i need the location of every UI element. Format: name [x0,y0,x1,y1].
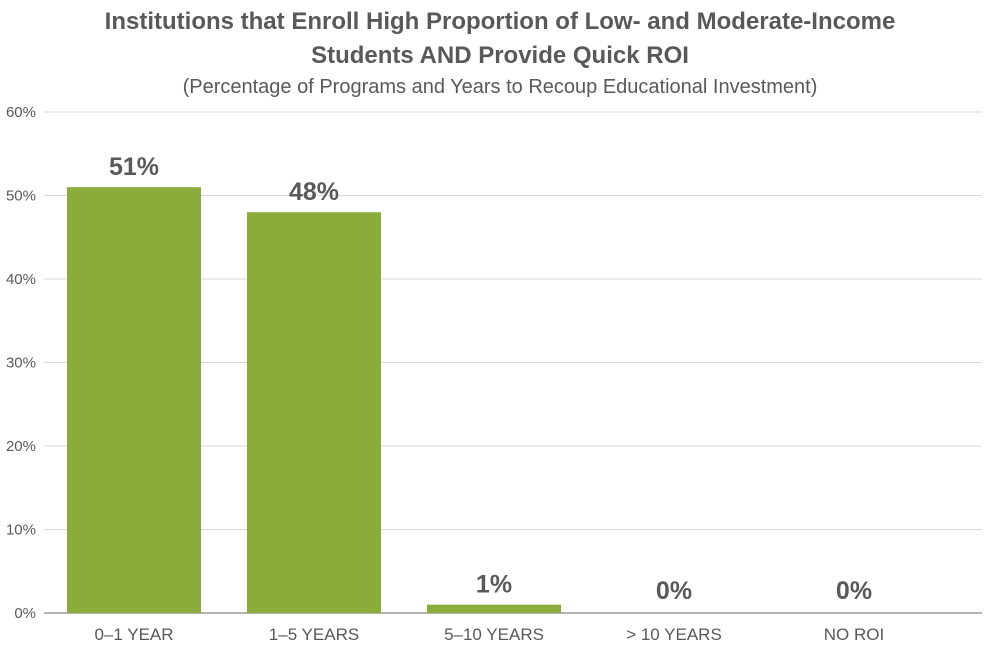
x-tick-label: NO ROI [824,625,884,644]
chart-title-line-1: Institutions that Enroll High Proportion… [104,8,896,35]
x-tick-label: 0–1 YEAR [94,625,173,644]
bar [427,604,561,613]
y-tick-label: 60% [6,104,36,121]
bars [67,187,561,613]
chart-subtitle: (Percentage of Programs and Years to Rec… [182,76,818,98]
x-tick-label: > 10 YEARS [626,625,722,644]
data-label: 0% [836,577,872,605]
y-tick-label: 30% [6,355,36,372]
y-tick-label: 0% [14,605,36,622]
y-tick-label: 10% [6,522,36,539]
x-axis-ticks: 0–1 YEAR 1–5 YEARS 5–10 YEARS > 10 YEARS NO … [94,625,884,644]
data-label: 51% [109,153,159,181]
y-tick-label: 20% [6,438,36,455]
chart-title-line-2: Students AND Provide Quick ROI [311,42,689,69]
data-label: 0% [656,577,692,605]
data-label: 1% [476,571,512,599]
data-label: 48% [289,178,339,206]
y-tick-label: 40% [6,271,36,288]
bar [247,212,381,613]
x-tick-label: 5–10 YEARS [444,625,544,644]
x-tick-label: 1–5 YEARS [269,625,359,644]
y-axis-ticks: 0% 10% 20% 30% 40% 50% 60% [6,104,36,622]
data-labels: 51% 48% 1% 0% 0% [109,153,872,605]
y-tick-label: 50% [6,188,36,205]
bar [67,187,201,613]
